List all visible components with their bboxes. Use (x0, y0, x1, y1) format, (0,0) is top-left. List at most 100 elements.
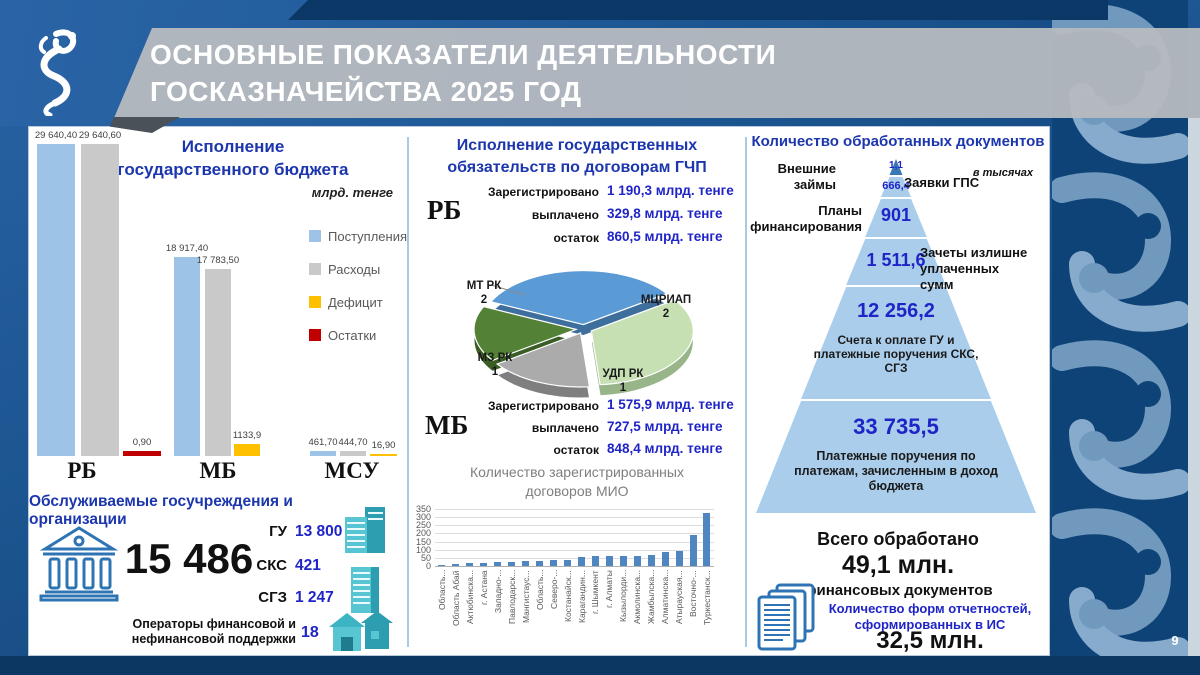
mio-y-tick: 300 (415, 512, 431, 523)
legend-item-expenses: Расходы (309, 258, 407, 280)
houses-icon (329, 611, 393, 651)
pie-svg (473, 269, 694, 399)
pyramid-label-invoices: Счета к оплате ГУ и платежные поручения … (813, 333, 979, 375)
right-edge-strip (1188, 118, 1200, 658)
mio-bar (675, 550, 683, 566)
pie-label-mz-rk-name: МЗ РК (477, 352, 513, 364)
gchp-title-line2: обязательств по договорам ГЧП (447, 159, 707, 176)
legend-swatch-receipts (309, 230, 321, 242)
column-divider-1 (407, 137, 409, 647)
gchp-rb-label: РБ (427, 195, 462, 225)
pyramid-value-6: 33 735,5 (853, 414, 939, 439)
budget-category-msu: МСУ (324, 458, 380, 483)
budget-bar (370, 454, 397, 456)
mio-gridline (435, 525, 714, 527)
budget-bar-value: 444,70 (338, 437, 368, 449)
pyramid-value-2: 666,4 (882, 180, 910, 192)
mio-x-label: Восточно-... (688, 570, 699, 617)
budget-bar (205, 268, 231, 456)
total-processed-value: 49,1 млн. (841, 551, 955, 579)
pyramid-label-offsets: Зачеты излишне уплаченных сумм (920, 245, 1028, 292)
pie-label-mcriap: МЦРИАП 2 (631, 293, 701, 321)
mio-bar (689, 535, 697, 566)
budget-bar (123, 451, 161, 456)
gchp-rb-row1-value: 1 190,3 млрд. тенге (607, 183, 734, 198)
mio-bar (647, 554, 655, 566)
mio-bar (508, 561, 516, 566)
title-band (114, 28, 1200, 118)
mio-bar (564, 559, 571, 566)
operators-label-line2: нефинансовой поддержки (131, 632, 296, 646)
mio-bar (452, 563, 460, 566)
pie-label-udp-rk: УДП РК 1 (591, 367, 655, 395)
gchp-rb-row3-value: 860,5 млрд. тенге (607, 229, 723, 244)
served-item-gu-label: ГУ (269, 523, 287, 540)
mio-y-tick: 200 (415, 528, 431, 539)
mio-chart-title: Количество зарегистрированных договоров … (409, 463, 745, 501)
pyramid-tier-4 (846, 239, 946, 285)
operators-label-line1: Операторы финансовой и (132, 617, 296, 631)
treasury-emblem-icon (38, 29, 77, 116)
forms-count-label: Количество форм отчетностей, сформирован… (828, 601, 1032, 632)
processed-docs-units: в тысячах (972, 167, 1033, 179)
mio-bar (522, 561, 530, 566)
content-panel: Исполнение государственного бюджета млрд… (28, 126, 1050, 656)
gchp-rb-row3-key: остаток (553, 231, 599, 245)
pyramid-value-1: 1,1 (889, 160, 903, 171)
pie-slice (489, 269, 669, 326)
mio-title-line2: договоров МИО (525, 483, 629, 499)
served-total-value: 15 486 (124, 535, 254, 582)
pie-slice (590, 299, 694, 386)
legend-label-balances: Остатки (328, 327, 377, 343)
processed-docs-title: Количество обработанных документов (751, 133, 1045, 150)
mio-bar (633, 555, 641, 566)
mio-bar (480, 563, 488, 566)
pie-slice (473, 305, 579, 362)
mio-y-tick: 250 (415, 520, 431, 531)
mio-x-label: Северо-... (548, 570, 559, 610)
served-orgs-heading: Обслуживаемые госучреждения и организаци… (29, 493, 293, 528)
budget-bar (37, 144, 75, 456)
tower-building-icon (351, 567, 379, 613)
mio-gridline (435, 557, 714, 559)
mio-bar (619, 555, 627, 566)
mio-x-label: г. Шымкент (590, 570, 601, 614)
docs-pyramid: 1,1 666,4 901 1 511,6 12 256,2 33 735,5 … (750, 159, 1036, 515)
mio-x-label: Западно-... (492, 570, 503, 614)
budget-bar-value: 16,90 (371, 440, 396, 451)
pyramid-value-3: 901 (880, 205, 912, 225)
mio-x-label: Костанайск... (562, 570, 573, 622)
pie-leader-line (490, 284, 526, 296)
mio-bar (550, 559, 557, 566)
gchp-pie-chart (439, 255, 719, 415)
gchp-mb-row1-key: Зарегистрировано (488, 399, 599, 413)
budget-bar-value: 29 640,60 (78, 130, 122, 141)
total-processed-label: Всего обработано (817, 529, 979, 549)
mio-bar-chart: 0 50 100 150 200 250 300 350 Область... Область А… (409, 504, 745, 654)
pyramid-label-external-loans: Внешние займы (777, 161, 836, 192)
budget-chart-title: Исполнение государственного бюджета (73, 135, 393, 181)
mio-bar (494, 561, 502, 566)
mio-gridline (435, 549, 714, 551)
mio-x-label: Область... (534, 570, 545, 611)
pie-label-udp-rk-name: УДП РК (602, 368, 644, 380)
mio-gridline (435, 509, 714, 510)
pyramid-label-financing-plans: Планы финансирования (750, 203, 862, 234)
mio-x-label: Атырауская... (674, 570, 685, 624)
mio-y-tick: 350 (415, 504, 431, 514)
bank-icon (39, 526, 119, 602)
budget-bar-chart: 29 640,40 29 640,60 0,90 18 917,40 17 783,50… (29, 127, 407, 459)
legend-swatch-balances (309, 329, 321, 341)
budget-section: Исполнение государственного бюджета млрд… (29, 127, 407, 655)
pie-label-mz-rk-value: 1 (491, 366, 499, 378)
budget-category-rb: РБ (67, 458, 97, 483)
mio-x-label: Актюбинска... (464, 570, 475, 625)
budget-bar (234, 444, 260, 456)
legend-label-expenses: Расходы (328, 261, 381, 277)
header-band: ОСНОВНЫЕ ПОКАЗАТЕЛИ ДЕЯТЕЛЬНОСТИ ГОСКАЗН… (0, 0, 1200, 133)
operators-label: Операторы финансовой и нефинансовой подд… (124, 617, 296, 647)
mio-bar (661, 552, 669, 566)
served-item-sgz-label: СГЗ (258, 589, 287, 606)
mio-x-label: г. Астана (478, 570, 489, 605)
mio-gridline (435, 533, 714, 535)
